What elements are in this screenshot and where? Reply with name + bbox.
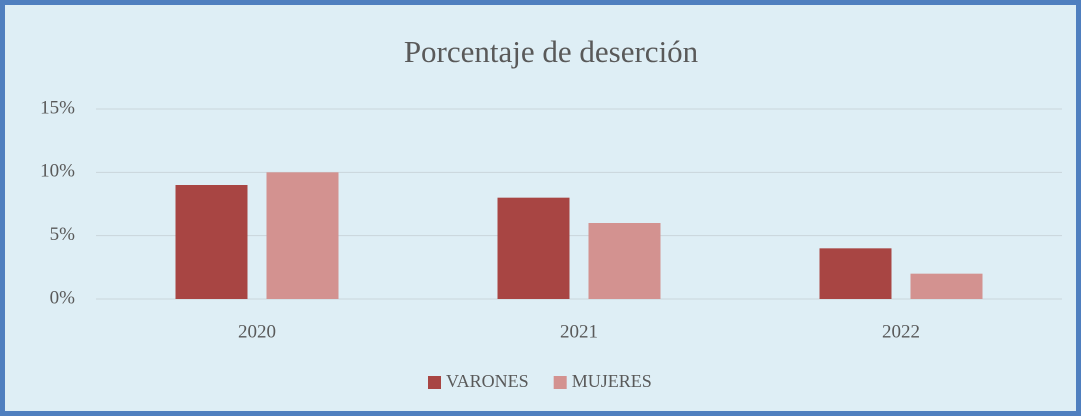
bar bbox=[588, 223, 661, 299]
bar bbox=[497, 197, 570, 299]
y-tick-label: 0% bbox=[50, 287, 76, 308]
bar bbox=[266, 172, 339, 299]
y-tick-label: 15% bbox=[40, 97, 75, 118]
legend-swatch bbox=[553, 376, 567, 389]
y-tick-label: 10% bbox=[40, 161, 75, 182]
legend-label: MUJERES bbox=[572, 371, 652, 391]
bar bbox=[910, 273, 983, 299]
y-tick-label: 5% bbox=[50, 224, 76, 245]
legend-label: VARONES bbox=[446, 371, 529, 391]
x-tick-label: 2021 bbox=[560, 321, 598, 342]
bar bbox=[175, 185, 248, 299]
x-tick-label: 2020 bbox=[238, 321, 276, 342]
x-tick-label: 2022 bbox=[882, 321, 920, 342]
chart-title: Porcentaje de deserción bbox=[404, 34, 699, 69]
legend-swatch bbox=[428, 376, 441, 389]
bar bbox=[819, 248, 892, 299]
